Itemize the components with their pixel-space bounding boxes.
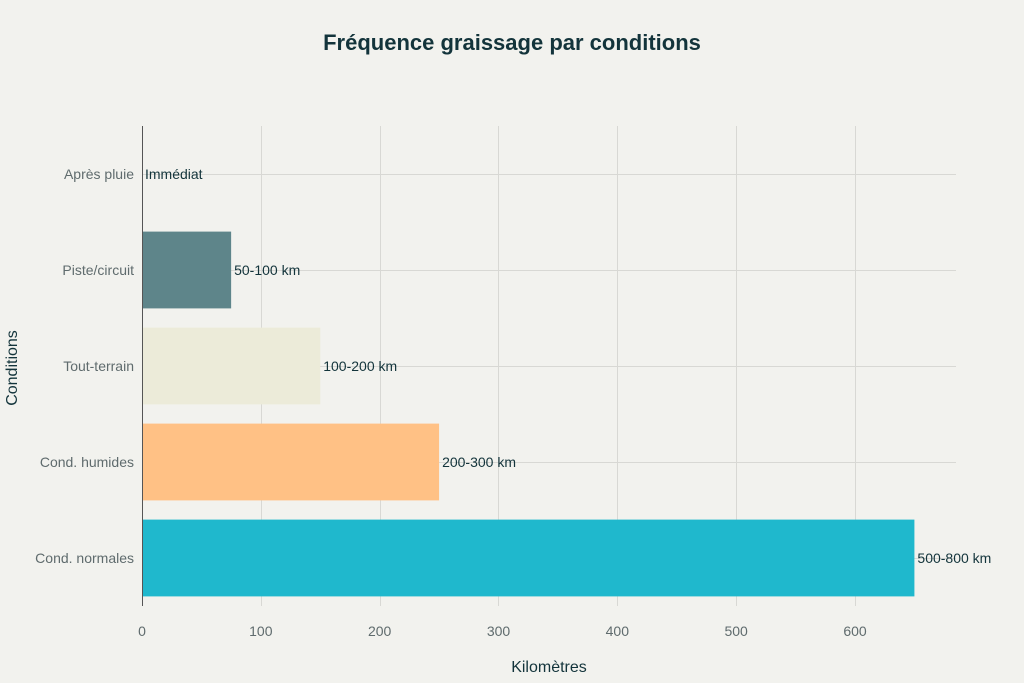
- y-tick-label: Piste/circuit: [62, 262, 134, 278]
- bars: [142, 231, 915, 597]
- x-axis-title: Kilomètres: [511, 659, 587, 676]
- data-label: 50-100 km: [234, 262, 300, 278]
- data-label: Immédiat: [145, 166, 203, 182]
- data-label: 500-800 km: [917, 550, 991, 566]
- x-tick-labels: 0 100 200 300 400 500 600: [138, 623, 867, 639]
- y-tick-label: Cond. humides: [40, 454, 134, 470]
- data-labels: Immédiat 50-100 km 100-200 km 200-300 km 500…: [145, 166, 991, 566]
- chart-title: Fréquence graissage par conditions: [323, 30, 701, 55]
- data-label: 200-300 km: [442, 454, 516, 470]
- bar: [142, 423, 440, 501]
- x-tick-label: 0: [138, 623, 146, 639]
- bar: [142, 231, 232, 309]
- y-tick-label: Tout-terrain: [63, 358, 134, 374]
- y-tick-labels: Après pluie Piste/circuit Tout-terrain Cond…: [35, 166, 134, 566]
- x-tick-label: 400: [606, 623, 630, 639]
- x-tick-label: 200: [368, 623, 392, 639]
- x-tick-label: 100: [249, 623, 273, 639]
- y-tick-label: Cond. normales: [35, 550, 134, 566]
- y-tick-label: Après pluie: [64, 166, 134, 182]
- x-tick-label: 500: [724, 623, 748, 639]
- data-label: 100-200 km: [323, 358, 397, 374]
- bar: [142, 519, 915, 597]
- x-tick-label: 600: [843, 623, 867, 639]
- x-tick-label: 300: [487, 623, 511, 639]
- y-axis-title: Conditions: [4, 330, 21, 406]
- bar: [142, 327, 321, 405]
